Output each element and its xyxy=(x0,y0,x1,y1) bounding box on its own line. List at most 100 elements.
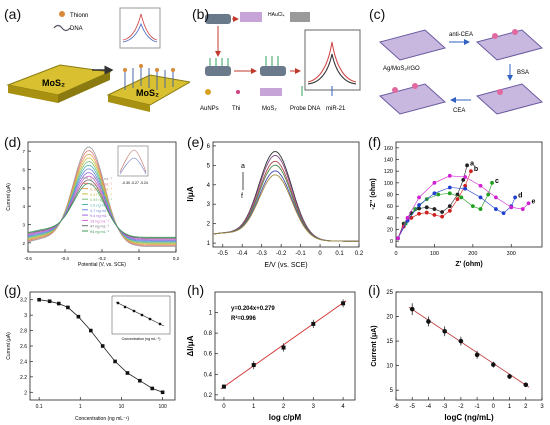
eis-point xyxy=(417,203,421,207)
eis-point xyxy=(440,210,445,214)
eis-point xyxy=(463,175,468,179)
chart-i: -6 -5 -4 -3 -2 -1 0 1 2 3 5 10 15 20 25 logC (ng/mL) Cur… xyxy=(371,290,544,422)
panel-i: (i) -6 -5 -4 -3 -2 -1 0 1 2 3 5 10 15 20 25 logC (ng/mL… xyxy=(366,280,550,425)
series-label: a xyxy=(470,160,474,167)
step-bsa: BSA xyxy=(517,70,529,76)
x-tick-label: 10 xyxy=(119,404,125,410)
eis-point xyxy=(432,213,437,217)
y-tick-label: 0.8 xyxy=(204,331,213,337)
x-tick-label: -5 xyxy=(410,404,416,410)
inset-point xyxy=(116,301,120,305)
eis-point xyxy=(417,211,421,216)
x-axis-label: log c/pM xyxy=(269,413,302,422)
eis-point xyxy=(461,178,466,182)
mos2-label-left: MoS₂ xyxy=(42,78,65,88)
x-tick-label: -4 xyxy=(426,404,432,410)
panel-a-schematic: Thionn DNA MoS₂ MoS₂ xyxy=(6,7,192,112)
series-label: c xyxy=(495,178,499,185)
legend-entry: 0.94 ng mL⁻¹ xyxy=(90,198,113,202)
data-point xyxy=(251,363,256,368)
data-point xyxy=(113,359,117,364)
data-point xyxy=(138,378,142,383)
panel-label-i: (i) xyxy=(368,282,381,298)
x-tick-label: -0.2 xyxy=(98,256,106,261)
panel-label-a: (a) xyxy=(4,6,22,22)
panel-d: (d) -0.6 -0.4 -0.2 0 0.2 2 3 4 5 6 7 0.00 ng mL⁻¹ 0.… xyxy=(0,132,183,272)
plot-frame xyxy=(214,291,356,401)
eis-point xyxy=(509,205,514,210)
y-tick-label: 2.8 xyxy=(20,329,27,335)
eis-point xyxy=(493,207,498,211)
y-tick-label: 15 xyxy=(386,339,393,345)
dpv-curve xyxy=(212,174,359,242)
y-tick-label: 5 xyxy=(207,163,211,169)
data-point xyxy=(474,352,480,358)
eis-point xyxy=(463,186,468,191)
y-tick-label: 0.4 xyxy=(204,372,213,378)
series-label: b xyxy=(474,166,478,173)
x-axis-label: Concentration (ng mL⁻¹) xyxy=(75,416,129,422)
eis-point xyxy=(417,206,421,211)
y-tick-label: 1 xyxy=(209,311,213,317)
x-tick-label: -0.1 xyxy=(295,251,306,257)
y-tick-label: 4 xyxy=(207,183,211,189)
chart-h: 0 1 2 3 4 0.2 0.4 0.6 0.8 1 y=0.204x+0.279 R²=0.996… xyxy=(186,291,356,422)
y-tick-label: 2.4 xyxy=(20,359,27,365)
x-tick-label: 300 xyxy=(507,251,516,257)
eis-point xyxy=(470,204,475,209)
panel-b-schematic: HAuCl₄ AuNPs Thi MoS₂ Probe DNA miR-21 xyxy=(200,12,361,112)
data-point xyxy=(88,328,93,333)
legend-entry: 1.9 ng mL⁻¹ xyxy=(90,204,111,208)
inset-frame xyxy=(111,295,171,335)
y-tick-label: 25 xyxy=(386,290,393,296)
sheet-4 xyxy=(378,83,447,115)
y-axis-label: Current (μA) xyxy=(6,183,12,211)
y-tick-label: 0.6 xyxy=(204,352,213,358)
y-tick-label: 3.2 xyxy=(20,298,27,304)
panel-label-d: (d) xyxy=(4,134,22,150)
inset-point xyxy=(123,305,127,309)
y-tick-label: 3 xyxy=(22,223,25,228)
fit-r2: R²=0.996 xyxy=(231,315,257,322)
eis-point xyxy=(465,163,469,168)
y-tick-label: 60 xyxy=(387,204,393,210)
x-tick-label: -0.4 xyxy=(237,251,248,257)
legend-entry: 19 ng mL⁻¹ xyxy=(90,219,110,223)
legend-aunps: AuNPs xyxy=(200,106,219,112)
eis-point xyxy=(513,195,518,200)
y-tick-label: 1 xyxy=(207,241,211,247)
y-tick-label: 0 xyxy=(390,239,393,245)
eis-point xyxy=(440,214,445,219)
x-axis-label: E/V (vs. SCE) xyxy=(264,262,307,269)
eis-point xyxy=(432,207,437,211)
x-tick-label: 0 xyxy=(394,251,397,257)
legend-mos2: MoS₂ xyxy=(262,106,277,112)
y-axis-label: -Z'' (ohm) xyxy=(370,178,377,209)
data-point xyxy=(66,305,70,310)
x-axis-label: Z' (ohm) xyxy=(455,261,482,268)
x-tick-label: -2 xyxy=(458,404,464,410)
series-label: d xyxy=(518,192,522,199)
electrode-3 xyxy=(260,66,286,76)
eis-point xyxy=(447,173,452,178)
x-tick-label: 1 xyxy=(252,404,256,410)
mos2-sheet xyxy=(240,12,262,22)
y-tick-label: 2.6 xyxy=(20,344,27,350)
y-axis-label: Current (μA) xyxy=(6,332,12,360)
inset-frame xyxy=(117,145,149,177)
chart-d: -0.6 -0.4 -0.2 0 0.2 2 3 4 5 6 7 0.00 ng mL⁻¹0.06 n… xyxy=(6,141,180,268)
y-tick-label: 120 xyxy=(384,169,393,175)
dpv-curve xyxy=(27,157,176,245)
eis-point xyxy=(447,185,452,190)
eis-point xyxy=(447,191,452,196)
chart-g: 0.1 1 10 100 2 2.2 2.4 2.6 2.8 3 3.2 Concentration … xyxy=(6,291,176,422)
panel-h: (h) 0 1 2 3 4 0.2 0.4 0.6 0.8 1 y=0.204x+0.279 R²=0… xyxy=(183,280,366,425)
eis-point xyxy=(501,211,506,216)
eis-point xyxy=(436,192,441,197)
panel-label-f: (f) xyxy=(368,134,382,150)
x-tick-label: 0 xyxy=(318,251,322,257)
y-tick-label: 140 xyxy=(384,158,393,164)
legend-mir21: miR-21 xyxy=(326,106,346,112)
dpv-curve xyxy=(27,183,176,238)
eis-point xyxy=(490,180,494,185)
